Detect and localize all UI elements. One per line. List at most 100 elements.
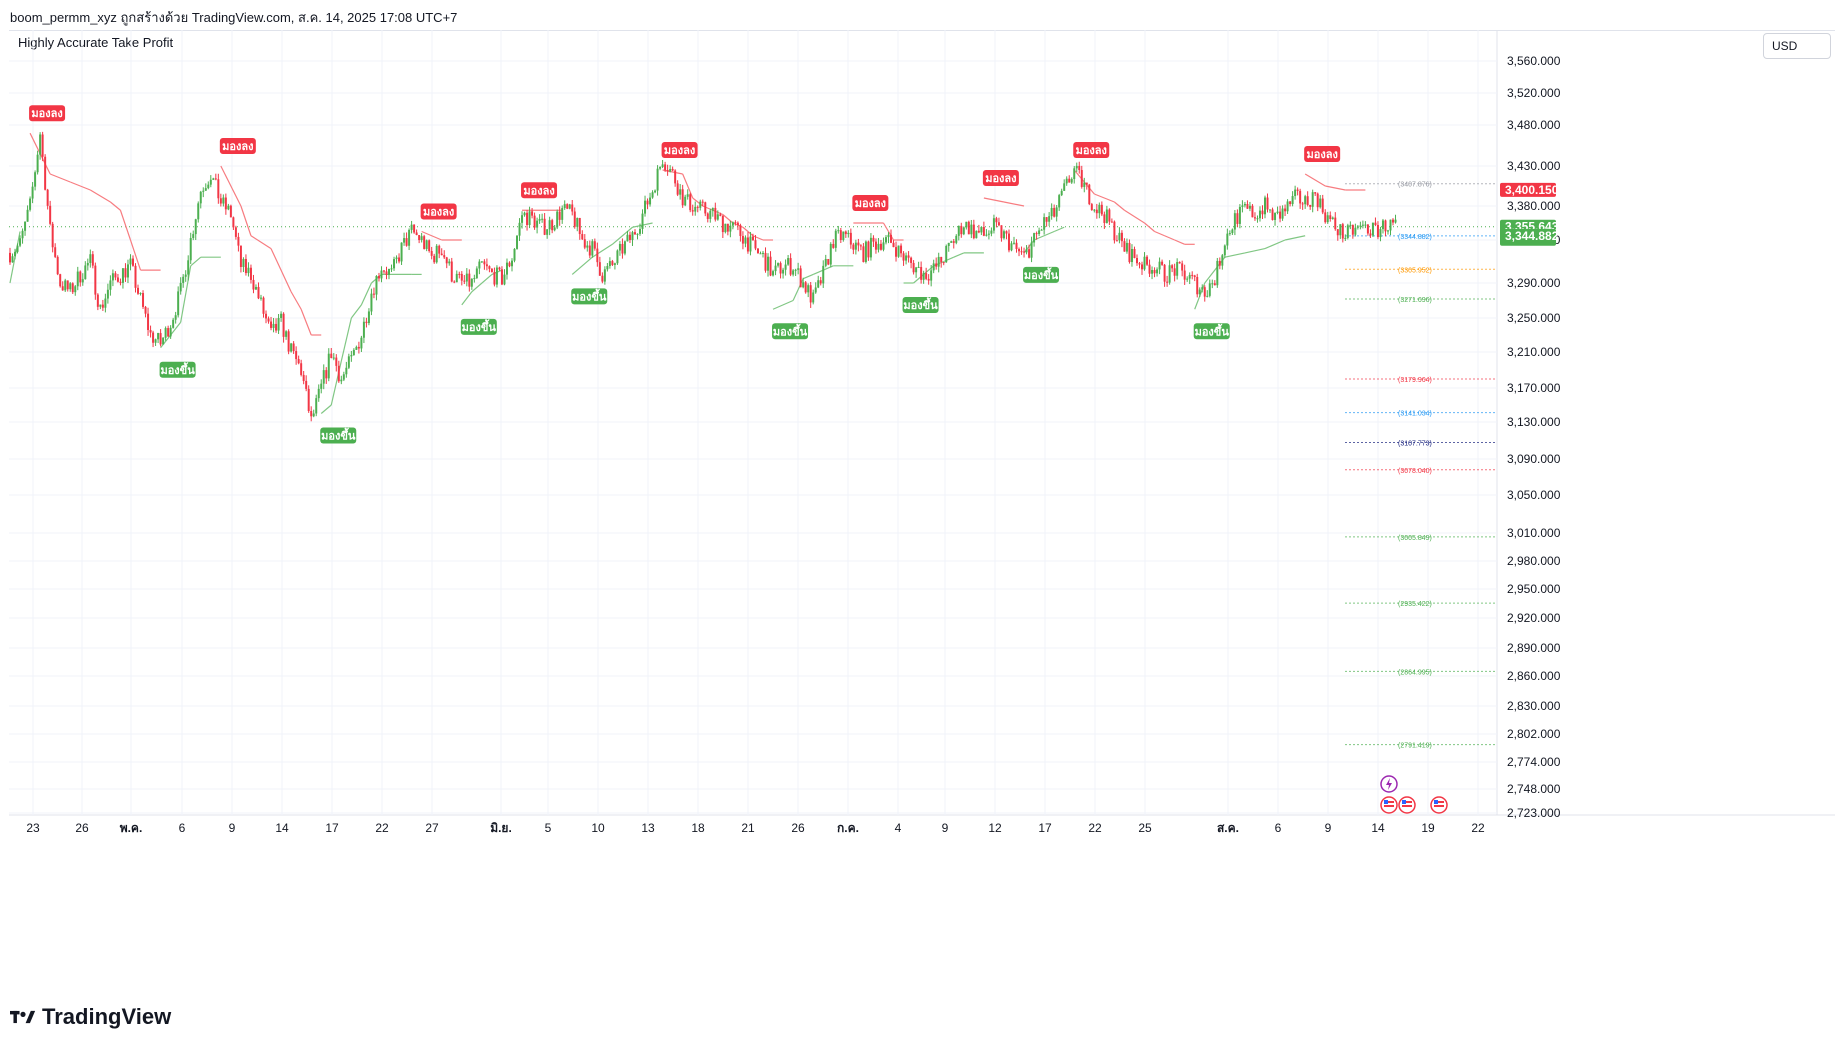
candle-body xyxy=(177,291,180,316)
candle-body xyxy=(822,265,825,284)
candle-body xyxy=(1384,220,1387,232)
candle-body xyxy=(1120,232,1123,242)
stop-segment xyxy=(612,226,633,245)
candle-body xyxy=(307,388,310,411)
x-tick-label: 17 xyxy=(1038,821,1052,835)
candle-body xyxy=(44,156,47,190)
candle-body xyxy=(1055,207,1058,217)
candle-body xyxy=(1148,264,1151,274)
signal-box xyxy=(159,361,196,378)
candle-body xyxy=(1246,203,1249,209)
currency-button[interactable]: USD xyxy=(1763,33,1831,59)
signal-box xyxy=(1073,142,1110,158)
candle-body xyxy=(877,243,880,250)
stop-segment xyxy=(1264,239,1286,250)
y-tick-label: 3,480.000 xyxy=(1507,118,1561,132)
candle-body xyxy=(290,343,293,352)
candle-body xyxy=(470,278,473,287)
candle-body xyxy=(84,265,87,280)
candle-body xyxy=(408,229,411,246)
candle-body xyxy=(1166,281,1169,283)
candle-body xyxy=(591,241,594,256)
candle-body xyxy=(827,258,830,265)
time-axis: 23 26 พ.ค. 6 9 14 17 22 27 มิ.ย. 5 10 13 18 21 26 ก.ค. 4 9… xyxy=(26,821,1485,835)
chart-frame xyxy=(9,30,1835,986)
flag-stripe xyxy=(1402,805,1412,807)
x-tick-label: 27 xyxy=(425,821,439,835)
x-tick-label: 9 xyxy=(1325,821,1332,835)
candle-body xyxy=(1241,205,1244,207)
candle-body xyxy=(890,234,893,243)
candle-body xyxy=(568,204,571,209)
candle-body xyxy=(982,227,985,236)
candle-body xyxy=(972,224,975,239)
signal-box xyxy=(460,318,497,335)
candle-body xyxy=(1000,225,1003,239)
brand-name: TradingView xyxy=(42,1004,172,1029)
candle-body xyxy=(126,264,129,278)
lightning-event-icon xyxy=(1380,775,1398,793)
candle-body xyxy=(46,189,49,206)
candle-body xyxy=(463,280,466,282)
candle-body xyxy=(202,190,205,192)
indicator-name[interactable]: Highly Accurate Take Profit xyxy=(18,35,174,50)
us-flag-event-icon xyxy=(1398,796,1416,814)
candle-body xyxy=(759,253,762,255)
candle-body xyxy=(649,197,652,205)
stop-segment xyxy=(300,309,312,336)
candle-body xyxy=(1324,212,1327,223)
candle-body xyxy=(234,227,237,237)
candle-body xyxy=(1344,237,1347,239)
candle-body xyxy=(345,367,348,375)
candle-body xyxy=(227,205,230,210)
candle-body xyxy=(257,286,260,299)
signal-text: มองขึ้น xyxy=(462,319,497,334)
stop-segment xyxy=(1114,201,1125,211)
candle-body xyxy=(1123,241,1126,252)
candle-body xyxy=(1336,229,1339,236)
candle-body xyxy=(661,164,664,168)
candle-body xyxy=(646,200,649,205)
candle-body xyxy=(674,170,677,184)
sell-signal-label: มองลง xyxy=(1304,146,1341,162)
candle-body xyxy=(659,167,662,169)
tradingview-logo[interactable]: TradingView xyxy=(10,1004,171,1030)
signal-box xyxy=(219,138,256,154)
candle-body xyxy=(940,256,943,263)
candle-body xyxy=(1394,219,1397,223)
candle-body xyxy=(1346,225,1349,238)
candle-body xyxy=(275,323,278,331)
buy-signal-label: มองขึ้น xyxy=(902,297,939,313)
candle-body xyxy=(787,258,790,265)
candle-body xyxy=(884,237,887,243)
candle-body xyxy=(1183,270,1186,280)
signal-text: มองขึ้น xyxy=(903,297,938,312)
level-label: (3179.964) xyxy=(1398,377,1432,384)
candle-body xyxy=(1065,178,1068,184)
candle-body xyxy=(937,256,940,267)
sell-signal-label: มองลง xyxy=(29,105,66,122)
candle-body xyxy=(691,210,694,212)
candle-body xyxy=(116,277,119,282)
stop-segment xyxy=(90,189,111,203)
candle-body xyxy=(131,258,134,266)
candle-body xyxy=(377,275,380,279)
candle-body xyxy=(1093,209,1096,211)
chart-svg[interactable]: (3407.876) (3344.882) (3305.952) (3271.696)… xyxy=(0,0,1835,1000)
candle-body xyxy=(874,241,877,250)
y-tick-label: 2,802.000 xyxy=(1507,727,1561,741)
candle-body xyxy=(716,214,719,220)
candle-body xyxy=(488,266,491,269)
candle-body xyxy=(633,232,636,235)
candle-body xyxy=(852,244,855,250)
candle-body xyxy=(1299,190,1302,204)
candle-body xyxy=(184,274,187,277)
candle-body xyxy=(942,262,945,264)
x-tick-label: 17 xyxy=(325,821,339,835)
candle-body xyxy=(1381,220,1384,230)
candle-body xyxy=(249,267,252,280)
candle-body xyxy=(187,260,190,275)
candle-body xyxy=(1226,233,1229,246)
candle-body xyxy=(362,321,365,338)
candle-body xyxy=(1105,209,1108,223)
